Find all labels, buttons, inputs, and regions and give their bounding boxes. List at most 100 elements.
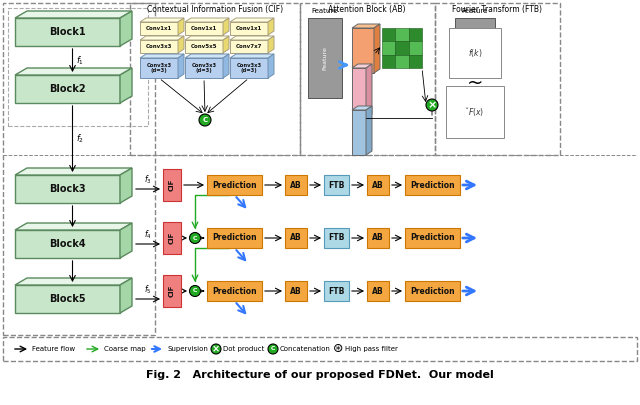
Text: Prediction: Prediction: [410, 181, 455, 190]
Polygon shape: [185, 54, 229, 58]
Text: AB: AB: [372, 181, 384, 190]
Polygon shape: [185, 18, 229, 22]
Polygon shape: [15, 68, 132, 75]
Polygon shape: [352, 110, 366, 155]
Bar: [367, 175, 389, 195]
Bar: [8, 8, 148, 126]
Circle shape: [268, 344, 278, 354]
Text: Fourier Transform (FTB): Fourier Transform (FTB): [452, 5, 542, 14]
Text: Concatenation: Concatenation: [280, 346, 331, 352]
Polygon shape: [120, 68, 132, 103]
Text: AB: AB: [290, 181, 302, 190]
Text: Conv1x1: Conv1x1: [146, 26, 172, 31]
Bar: [396, 55, 409, 68]
Text: High pass filter: High pass filter: [345, 346, 398, 352]
Bar: [300, 3, 435, 155]
Circle shape: [211, 344, 221, 354]
Bar: [163, 275, 181, 307]
Text: $\check{F}(x)$: $\check{F}(x)$: [465, 105, 484, 119]
Polygon shape: [15, 223, 132, 230]
Polygon shape: [352, 24, 380, 28]
Polygon shape: [185, 22, 223, 35]
Bar: [382, 55, 396, 68]
Polygon shape: [230, 40, 268, 53]
Text: Block3: Block3: [49, 184, 86, 194]
Polygon shape: [352, 64, 372, 68]
Polygon shape: [15, 230, 120, 258]
Bar: [409, 55, 422, 68]
Text: ~: ~: [467, 73, 483, 92]
Bar: [207, 228, 262, 248]
Bar: [207, 175, 262, 195]
Circle shape: [189, 232, 200, 243]
Polygon shape: [178, 18, 184, 35]
Text: $f_3$: $f_3$: [144, 173, 152, 186]
Bar: [405, 281, 460, 301]
Bar: [285, 228, 307, 248]
Polygon shape: [140, 18, 184, 22]
Text: Contextual Information Fusion (CIF): Contextual Information Fusion (CIF): [147, 5, 283, 14]
Polygon shape: [140, 54, 184, 58]
Polygon shape: [15, 11, 132, 18]
Polygon shape: [352, 106, 372, 110]
Polygon shape: [120, 168, 132, 203]
Text: FTB: FTB: [328, 234, 345, 243]
Text: Block1: Block1: [49, 27, 86, 37]
Bar: [207, 281, 262, 301]
Text: AB: AB: [372, 286, 384, 296]
Text: Coarse map: Coarse map: [104, 346, 146, 352]
Polygon shape: [140, 58, 178, 78]
Bar: [405, 228, 460, 248]
Bar: [396, 41, 409, 55]
Polygon shape: [178, 54, 184, 78]
Circle shape: [189, 286, 200, 296]
Polygon shape: [15, 168, 132, 175]
Text: ⊛: ⊛: [333, 343, 343, 356]
Polygon shape: [223, 54, 229, 78]
Polygon shape: [140, 40, 178, 53]
Text: Conv3x3
(d=3): Conv3x3 (d=3): [236, 63, 262, 73]
Polygon shape: [230, 22, 268, 35]
Text: Conv5x5: Conv5x5: [191, 44, 217, 49]
Text: C: C: [193, 235, 197, 241]
Text: Conv1x1: Conv1x1: [191, 26, 217, 31]
Text: Prediction: Prediction: [212, 181, 257, 190]
Bar: [3, 3, 155, 335]
Bar: [163, 169, 181, 201]
Polygon shape: [366, 64, 372, 118]
Text: Prediction: Prediction: [410, 234, 455, 243]
Polygon shape: [230, 54, 274, 58]
Polygon shape: [120, 278, 132, 313]
Text: AB: AB: [290, 286, 302, 296]
Text: AB: AB: [290, 234, 302, 243]
Text: ×: ×: [212, 344, 220, 354]
Polygon shape: [268, 18, 274, 35]
Polygon shape: [140, 22, 178, 35]
Bar: [285, 175, 307, 195]
Bar: [324, 175, 349, 195]
Polygon shape: [15, 278, 132, 285]
Text: C: C: [193, 288, 197, 294]
Polygon shape: [223, 18, 229, 35]
Bar: [396, 28, 409, 41]
Text: $f_2$: $f_2$: [77, 133, 84, 145]
Text: FTB: FTB: [328, 181, 345, 190]
Text: Feature flow: Feature flow: [32, 346, 75, 352]
Polygon shape: [230, 36, 274, 40]
Polygon shape: [15, 175, 120, 203]
Text: C: C: [202, 117, 207, 123]
Polygon shape: [15, 285, 120, 313]
Text: Feature: Feature: [462, 8, 488, 14]
Bar: [308, 18, 342, 98]
Text: $f_4$: $f_4$: [144, 228, 152, 241]
Bar: [324, 228, 349, 248]
Bar: [409, 41, 422, 55]
Text: Conv1x1: Conv1x1: [236, 26, 262, 31]
Text: Fig. 2   Architecture of our proposed FDNet.  Our model: Fig. 2 Architecture of our proposed FDNe…: [146, 370, 494, 380]
Text: Feature: Feature: [312, 8, 338, 14]
Bar: [130, 3, 300, 155]
Text: Prediction: Prediction: [212, 286, 257, 296]
Bar: [455, 18, 495, 38]
Text: CIF: CIF: [169, 179, 175, 191]
Text: FTB: FTB: [328, 286, 345, 296]
